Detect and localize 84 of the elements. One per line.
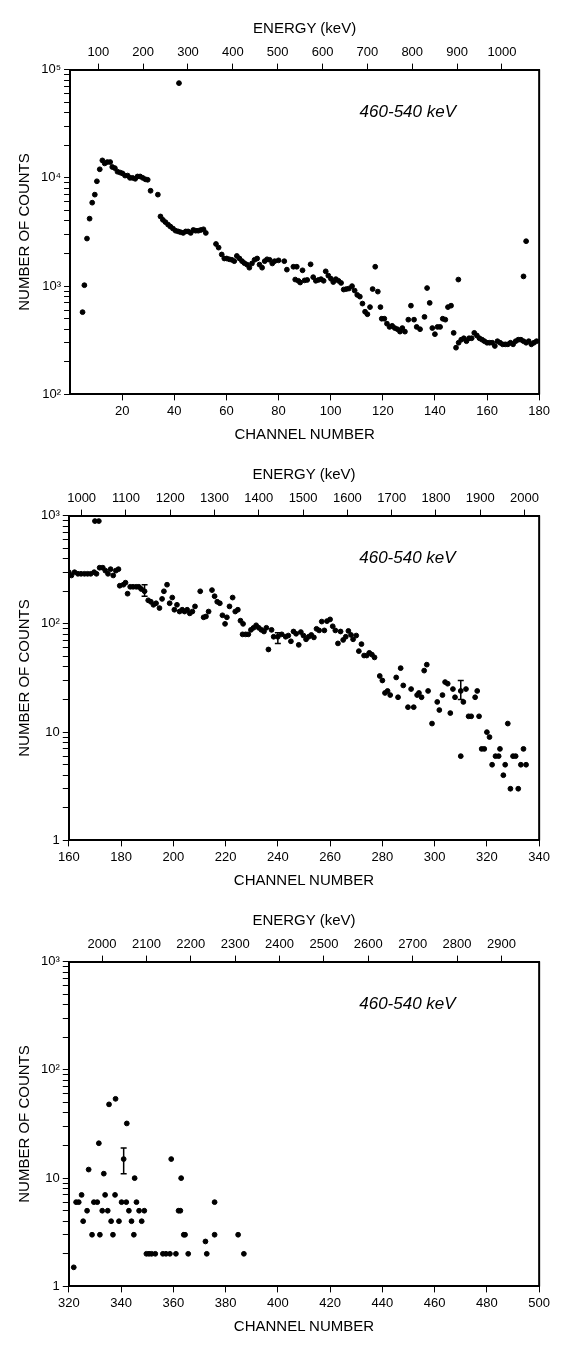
x2-tick-label: 2100 [131,936,161,952]
x2-tick-label: 1300 [200,490,229,506]
x2-axis-title: ENERGY (keV) [252,911,356,929]
x-tick-label: 480 [476,1294,498,1310]
x2-tick-label: 1900 [465,490,495,506]
x2-tick-label: 2200 [176,936,206,952]
x2-tick-label: 2000 [87,936,117,952]
x2-tick-label: 2400 [265,936,295,952]
x2-tick-label: 700 [356,44,379,60]
x-tick-label: 140 [424,402,446,418]
x2-tick-label: 800 [401,44,424,60]
x2-tick-label: 1000 [487,44,517,60]
x2-tick-label: 2800 [442,936,472,952]
x2-tick-label: 500 [266,44,289,60]
x-tick-label: 120 [371,402,394,418]
x-tick-label: 420 [319,1294,341,1310]
x2-axis-title: ENERGY (keV) [252,465,356,483]
x-tick-label: 80 [271,402,286,418]
y-tick-label: 10⁵ [41,61,62,77]
x-tick-label: 380 [214,1294,237,1310]
y-tick-label: 10² [40,1061,61,1077]
x2-tick-label: 1600 [332,490,362,506]
y-tick-label: 10³ [40,953,61,969]
x-tick-label: 220 [214,848,237,864]
y-tick-label: 10 [45,723,60,739]
x2-tick-label: 1500 [288,490,318,506]
x2-tick-label: 1200 [155,490,185,506]
x2-tick-label: 1100 [111,490,140,506]
x2-tick-label: 2900 [486,936,516,952]
y-axis-title: NUMBER OF COUNTS [15,1045,33,1203]
annotation: 460-540 keV [359,993,458,1013]
x-tick-label: 160 [476,402,498,418]
x2-tick-label: 2000 [510,490,539,506]
x2-tick-label: 300 [177,44,199,60]
x2-tick-label: 600 [311,44,334,60]
x2-tick-label: 1000 [67,490,97,506]
x-tick-label: 20 [114,402,130,418]
x2-tick-label: 900 [446,44,468,60]
x2-tick-label: 1800 [421,490,451,506]
x-tick-label: 60 [219,402,234,418]
x2-tick-label: 100 [87,44,110,60]
x2-tick-label: 2600 [353,936,383,952]
y-tick-label: 10³ [40,507,61,523]
x2-tick-label: 1400 [244,490,274,506]
y-tick-label: 10² [42,385,62,401]
x-tick-label: 240 [266,848,289,864]
annotation: 460-540 keV [359,547,458,567]
x-tick-label: 180 [528,402,551,418]
x-tick-label: 280 [371,848,394,864]
x-tick-label: 160 [57,848,80,864]
x2-tick-label: 2500 [309,936,339,952]
x-tick-label: 460 [423,1294,446,1310]
x2-tick-label: 1700 [377,490,407,506]
y-axis-title: NUMBER OF COUNTS [15,599,33,757]
y-tick-label: 10⁴ [41,169,62,185]
x-tick-label: 260 [319,848,341,864]
x-tick-label: 320 [57,1294,80,1310]
x-tick-label: 360 [162,1294,185,1310]
x-tick-label: 340 [528,848,551,864]
x-tick-label: 300 [423,848,446,864]
x2-tick-label: 400 [221,44,244,60]
x2-tick-label: 200 [132,44,154,60]
y-tick-label: 10 [45,1169,60,1185]
x-tick-label: 400 [266,1294,289,1310]
y-tick-label: 1 [52,1277,60,1293]
annotation: 460-540 keV [359,101,458,121]
x-tick-label: 40 [167,402,182,418]
x2-axis-title: ENERGY (keV) [253,19,357,37]
x-tick-label: 340 [110,1294,132,1310]
x-axis-title: CHANNEL NUMBER [233,1317,375,1335]
x-tick-label: 100 [319,402,342,418]
y-tick-label: 1 [52,831,60,847]
y-tick-label: 10² [40,615,61,631]
x-axis-title: CHANNEL NUMBER [233,871,375,889]
x-tick-label: 500 [528,1294,551,1310]
x-tick-label: 440 [371,1294,394,1310]
x2-tick-label: 2300 [220,936,250,952]
y-axis-title: NUMBER OF COUNTS [15,153,33,311]
x-tick-label: 200 [162,848,185,864]
x2-tick-label: 2700 [398,936,428,952]
x-tick-label: 180 [110,848,132,864]
x-axis-title: CHANNEL NUMBER [234,425,375,443]
x-tick-label: 320 [476,848,498,864]
y-tick-label: 10³ [42,277,62,293]
